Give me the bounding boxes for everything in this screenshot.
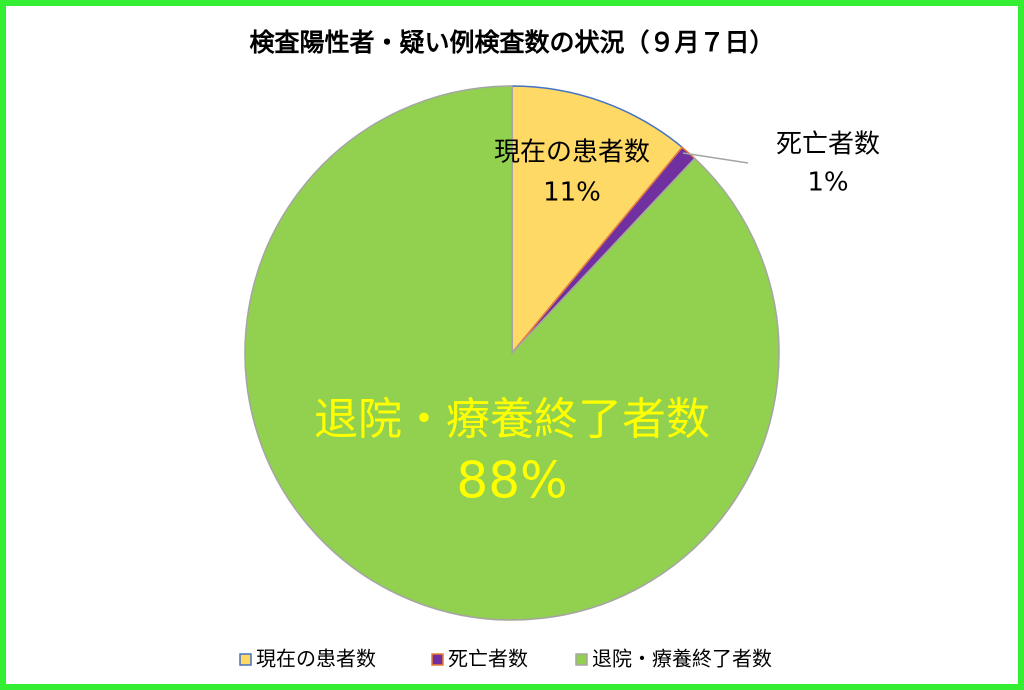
pie-slice bbox=[511, 85, 684, 356]
legend-swatch bbox=[431, 653, 444, 666]
chart-title: 検査陽性者・疑い例検査数の状況（９月７日） bbox=[249, 28, 774, 57]
legend-label: 退院・療養終了者数 bbox=[592, 647, 772, 671]
legend-swatch bbox=[239, 653, 252, 666]
data-label-value: 88% bbox=[456, 452, 567, 510]
pie bbox=[244, 85, 780, 621]
legend-swatch bbox=[575, 653, 588, 666]
data-label-category: 退院・療養終了者数 bbox=[314, 394, 710, 445]
legend-label: 現在の患者数 bbox=[256, 647, 376, 671]
data-labels: 現在の患者数 11% 死亡者数 1% 退院・療養終了者数 88% bbox=[314, 130, 880, 510]
data-label-category: 死亡者数 bbox=[776, 130, 880, 160]
pie-slice bbox=[244, 85, 780, 621]
leader-line bbox=[682, 152, 749, 164]
data-label-value: 11% bbox=[543, 178, 601, 208]
legend-label: 死亡者数 bbox=[448, 647, 528, 671]
data-label-value: 1% bbox=[807, 168, 848, 198]
legend: 現在の患者数 死亡者数 退院・療養終了者数 bbox=[239, 647, 772, 671]
data-label-category: 現在の患者数 bbox=[494, 138, 650, 168]
